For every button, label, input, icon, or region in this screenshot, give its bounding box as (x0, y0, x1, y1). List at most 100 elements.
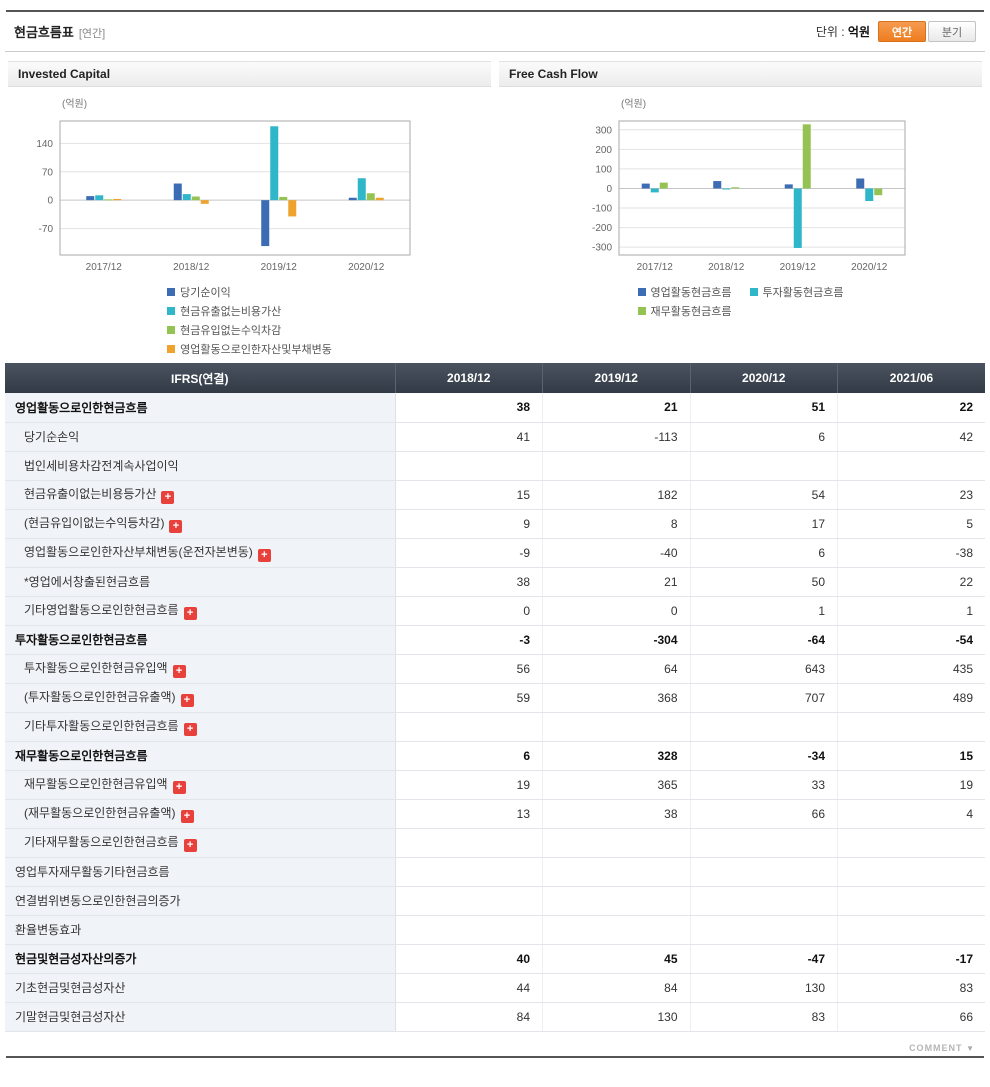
value-cell: 0 (394, 596, 543, 626)
value-cell (394, 451, 543, 481)
row-label: 법인세비용차감전계속사업이익 (5, 451, 396, 481)
table-row: 법인세비용차감전계속사업이익 (5, 451, 985, 481)
legend-swatch-icon (167, 307, 176, 315)
unit-prefix: 단위 : (815, 25, 845, 39)
expand-plus-icon[interactable]: + (257, 549, 271, 562)
value-cell (394, 886, 543, 916)
quarterly-toggle-button[interactable]: 분기 (928, 21, 976, 42)
expand-plus-icon[interactable]: + (183, 723, 197, 736)
y-tick-label: -70 (39, 224, 54, 235)
row-label-text: 기초현금및현금성자산 (15, 981, 126, 995)
y-tick-label: 300 (595, 125, 612, 136)
expand-plus-icon[interactable]: + (172, 665, 186, 678)
expand-plus-icon[interactable]: + (169, 520, 183, 533)
expand-plus-icon[interactable]: + (172, 781, 186, 794)
value-cell: -3 (394, 625, 543, 655)
row-label-text: (현금유입이없는수익등차감) (24, 516, 165, 530)
axis-unit-label: (억원) (62, 98, 87, 110)
table-row: 영업활동으로인한현금흐름 38 21 51 22 (5, 393, 985, 423)
expand-plus-icon[interactable]: + (180, 694, 194, 707)
value-cell (689, 712, 838, 742)
row-label-text: 법인세비용차감전계속사업이익 (24, 459, 179, 473)
value-cell: -54 (837, 625, 985, 655)
cash-flow-table: IFRS(연결) 2018/12 2019/12 2020/12 2021/06 영업활… (5, 363, 985, 1032)
value-cell (542, 857, 690, 887)
charts-section: Invested Capital (억원) 140 70 0 -70 2017/12 201… (5, 52, 985, 361)
value-cell: 19 (837, 770, 985, 800)
bar (874, 188, 883, 196)
value-cell (394, 828, 543, 858)
x-tick-label: 2019/12 (780, 262, 817, 273)
y-tick-label: -100 (592, 204, 612, 215)
free-cash-flow-chart: (억원) 300 200 100 0 -100 -200 -300 2017/12 2018/12… (499, 87, 982, 319)
value-cell: 17 (689, 509, 838, 539)
table-row: 기타재무활동으로인한현금흐름 + (5, 828, 985, 858)
value-cell: 6 (689, 538, 838, 568)
x-tick-label: 2020/12 (348, 262, 385, 273)
value-cell: 64 (542, 654, 690, 684)
value-cell: 41 (394, 422, 543, 452)
row-label-text: 영업활동으로인한현금흐름 (15, 400, 148, 415)
expand-plus-icon[interactable]: + (183, 839, 197, 852)
value-cell: 13 (394, 799, 543, 829)
table-row: 환율변동효과 (5, 915, 985, 945)
bar (856, 178, 865, 189)
row-label: 투자활동으로인한현금유입액 + (5, 654, 396, 684)
expand-plus-icon[interactable]: + (161, 491, 175, 504)
expand-plus-icon[interactable]: + (180, 810, 194, 823)
legend-item: 재무활동현금흐름 (637, 303, 732, 319)
value-cell: 365 (542, 770, 690, 800)
free-cash-flow-title: Free Cash Flow (499, 61, 982, 87)
value-cell (394, 712, 543, 742)
page-subtitle: [연간] (78, 28, 106, 40)
plot-border (618, 120, 906, 256)
value-cell: 22 (837, 393, 985, 423)
comment-link[interactable]: COMMENT ▼ (909, 1043, 975, 1053)
row-label: 기말현금및현금성자산 (5, 1002, 396, 1032)
table-row: 기말현금및현금성자산 84 130 83 66 (5, 1002, 985, 1032)
table-row: (재무활동으로인한현금유출액) +13 38 66 4 (5, 799, 985, 829)
axis-unit-label: (억원) (621, 98, 646, 110)
plot-border (59, 120, 411, 256)
legend-item: 영업활동으로인한자산및부채변동 (167, 341, 332, 357)
table-row: 기타영업활동으로인한현금흐름 +0 0 1 1 (5, 596, 985, 626)
row-label-text: 기타영업활동으로인한현금흐름 (24, 603, 179, 617)
x-tick-label: 2018/12 (708, 262, 745, 273)
value-cell: 59 (394, 683, 543, 713)
value-cell: 33 (689, 770, 838, 800)
value-cell: -38 (837, 538, 985, 568)
invested-capital-title: Invested Capital (8, 61, 491, 87)
expand-plus-icon[interactable]: + (183, 607, 197, 620)
value-cell: 66 (689, 799, 838, 829)
legend-item: 현금유출없는비용가산 (167, 303, 332, 319)
row-label-text: 재무활동으로인한현금흐름 (15, 749, 148, 763)
row-label-text: (투자활동으로인한현금유출액) (24, 690, 176, 704)
row-label-text: 현금및현금성자산의증가 (15, 952, 137, 966)
bar (270, 126, 279, 201)
value-cell: -304 (542, 625, 690, 655)
page-header: 현금흐름표 [연간] 단위 : 억원 연간 분기 (5, 12, 985, 52)
row-label-text: 기타투자활동으로인한현금흐름 (24, 719, 179, 733)
row-label: 현금유출이없는비용등가산 + (5, 480, 396, 510)
page-title-group: 현금흐름표 [연간] (14, 22, 105, 41)
x-tick-label: 2020/12 (851, 262, 888, 273)
value-cell (542, 886, 690, 916)
value-cell (689, 828, 838, 858)
value-cell (394, 915, 543, 945)
value-cell: 45 (542, 944, 690, 974)
annual-toggle-button[interactable]: 연간 (878, 21, 926, 42)
row-label: 기초현금및현금성자산 (5, 973, 396, 1003)
bar (288, 200, 297, 217)
page-title: 현금흐름표 (14, 25, 74, 40)
value-cell: -47 (689, 944, 838, 974)
row-label-text: 투자활동으로인한현금흐름 (15, 633, 148, 647)
bar (865, 188, 874, 202)
y-tick-label: -300 (592, 243, 612, 254)
row-label-text: 투자활동으로인한현금유입액 (24, 661, 168, 675)
table-row: 재무활동으로인한현금유입액 +19 365 33 19 (5, 770, 985, 800)
row-label-text: 영업투자재무활동기타현금흐름 (15, 865, 170, 879)
value-cell: 38 (542, 799, 690, 829)
value-cell: 130 (542, 1002, 690, 1032)
value-cell (689, 857, 838, 887)
row-label: 영업투자재무활동기타현금흐름 (5, 857, 396, 887)
